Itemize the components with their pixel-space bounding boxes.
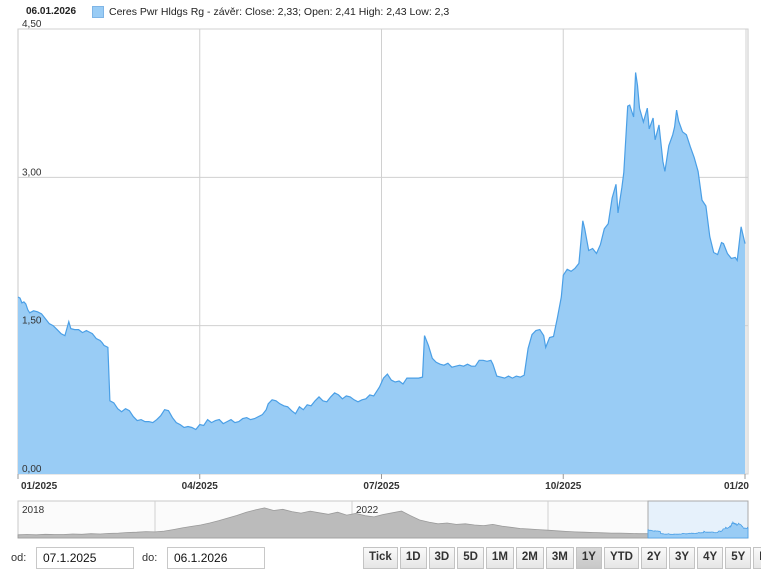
range-button-5d[interactable]: 5D — [457, 547, 484, 569]
range-button-3m[interactable]: 3M — [545, 547, 574, 569]
to-label: do: — [142, 552, 158, 564]
x-tick-label: 01/20 — [724, 481, 749, 492]
navigator-selection[interactable] — [647, 500, 749, 539]
y-tick-label: 0,00 — [22, 464, 42, 475]
range-button-5y[interactable]: 5Y — [725, 547, 752, 569]
y-tick-label: 3,00 — [22, 167, 42, 178]
range-buttons: Tick1D3D5D1M2M3M1YYTD2Y3Y4Y5YMax — [363, 547, 761, 569]
y-axis-labels: 4,50 3,00 1,50 0,00 — [22, 19, 42, 475]
range-controls: od: 07.1.2025 do: 06.1.2026 Tick 1D 3D 5D 1M… — [0, 544, 761, 574]
current-date: 06.01.2026 — [26, 6, 77, 17]
range-button-ytd[interactable]: YTD — [603, 547, 639, 569]
x-tick-label: 10/2025 — [545, 481, 582, 492]
navigator-selection-area — [647, 520, 749, 539]
range-button-2y[interactable]: 2Y — [640, 547, 668, 569]
navigator-year-label: 2018 — [22, 505, 45, 516]
navigator-history-area — [17, 507, 649, 539]
to-date-input[interactable]: 06.1.2026 — [167, 547, 265, 569]
navigator-year-label: 2022 — [356, 505, 379, 516]
area-line — [17, 72, 746, 431]
price-chart[interactable]: 4,50 3,00 1,50 0,00 01/2025 04/2025 07/2025 10… — [0, 0, 761, 544]
area-fill — [18, 72, 745, 474]
x-tick-label: 07/2025 — [363, 481, 400, 492]
legend-text: Ceres Pwr Hldgs Rg - závěr: Close: 2,33;… — [109, 6, 450, 18]
x-tick-label: 04/2025 — [182, 481, 219, 492]
legend-swatch — [92, 6, 104, 18]
range-button-1y[interactable]: 1Y — [575, 547, 602, 569]
range-button-max[interactable]: Max — [753, 547, 761, 569]
navigator[interactable]: 2018 2022 — [17, 500, 749, 539]
y-tick-label: 4,50 — [22, 19, 42, 30]
range-button-3d[interactable]: 3D — [428, 547, 456, 569]
x-tick-label: 01/2025 — [21, 481, 58, 492]
from-label: od: — [11, 552, 27, 564]
x-axis-labels: 01/2025 04/2025 07/2025 10/2025 01/20 — [17, 474, 749, 492]
range-button-tick[interactable]: Tick — [363, 547, 398, 569]
chart-header: 06.01.2026 Ceres Pwr Hldgs Rg - závěr: C… — [0, 0, 761, 22]
range-button-4y[interactable]: 4Y — [697, 547, 724, 569]
range-button-3y[interactable]: 3Y — [669, 547, 696, 569]
from-date-input[interactable]: 07.1.2025 — [36, 547, 134, 569]
price-area — [17, 72, 746, 474]
range-button-2m[interactable]: 2M — [515, 547, 544, 569]
y-tick-label: 1,50 — [22, 316, 42, 327]
range-button-1d[interactable]: 1D — [399, 547, 427, 569]
range-button-1m[interactable]: 1M — [485, 547, 514, 569]
